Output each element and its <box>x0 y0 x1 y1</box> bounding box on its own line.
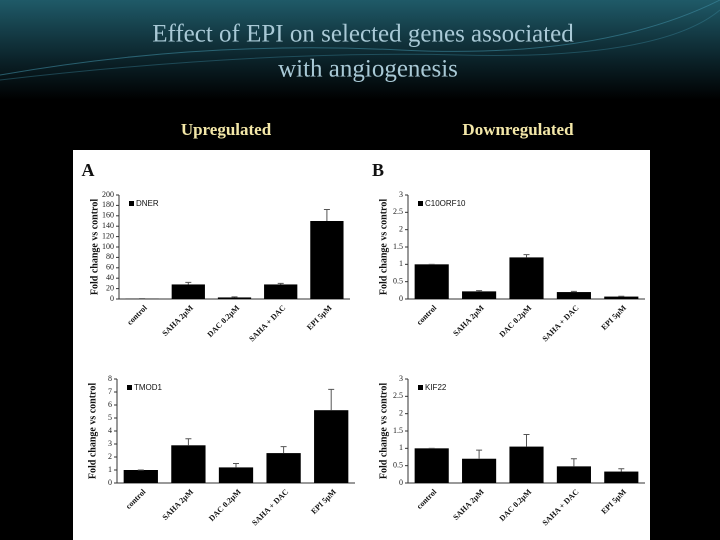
bar <box>123 470 158 483</box>
y-tick-label: 1 <box>108 465 112 474</box>
y-tick-label: 0.5 <box>393 276 403 285</box>
bar <box>556 292 591 299</box>
error-bar <box>570 458 577 467</box>
y-tick-label: 200 <box>102 190 114 199</box>
y-tick-label: 0 <box>399 478 403 487</box>
y-axis-label: Fold change vs control <box>378 383 389 479</box>
legend-label: TMOD1 <box>134 383 163 392</box>
slide-title: with angiogenesis <box>278 56 458 83</box>
y-tick-label: 1.5 <box>393 242 403 251</box>
error-bar <box>476 290 483 292</box>
y-axis-label: Fold change vs control <box>87 383 98 479</box>
y-tick-label: 1 <box>399 443 403 452</box>
error-bar <box>523 433 530 447</box>
bar <box>414 448 449 483</box>
error-bar <box>231 296 238 298</box>
bar <box>171 445 206 483</box>
legend-swatch <box>418 201 423 206</box>
y-tick-label: 2 <box>108 452 112 461</box>
y-axis-label: Fold change vs control <box>378 199 389 295</box>
y-tick-label: 120 <box>102 231 114 240</box>
panel-label: B <box>372 160 384 180</box>
swoosh <box>0 9 720 81</box>
y-tick-label: 0 <box>110 294 114 303</box>
y-tick-label: 4 <box>108 426 112 435</box>
legend-swatch <box>418 385 423 390</box>
y-tick-label: 160 <box>102 211 114 220</box>
bar <box>314 410 349 483</box>
error-bar <box>185 438 192 446</box>
bar <box>462 291 497 299</box>
swoosh <box>0 0 720 76</box>
figure-panel <box>73 150 650 540</box>
bar <box>414 264 449 299</box>
y-tick-label: 0 <box>399 294 403 303</box>
bar <box>310 221 344 299</box>
y-tick-label: 20 <box>106 283 114 292</box>
y-tick-label: 1.5 <box>393 426 403 435</box>
bar <box>604 471 639 483</box>
y-axis-label: Fold change vs control <box>89 199 100 295</box>
y-tick-label: 180 <box>102 200 114 209</box>
y-tick-label: 2 <box>399 408 403 417</box>
y-tick-label: 2 <box>399 224 403 233</box>
y-tick-label: 2.5 <box>393 391 403 400</box>
error-bar <box>277 282 284 285</box>
bar <box>171 284 205 299</box>
y-tick-label: 0 <box>108 478 112 487</box>
legend-label: KIF22 <box>425 383 447 392</box>
y-tick-label: 40 <box>106 273 114 282</box>
error-bar <box>323 209 330 221</box>
error-bar <box>233 463 239 468</box>
y-tick-label: 5 <box>108 413 112 422</box>
y-tick-label: 7 <box>108 387 112 396</box>
bar <box>556 466 591 483</box>
bar <box>509 257 544 299</box>
heading: Downregulated <box>462 120 574 139</box>
bar <box>266 453 301 483</box>
legend-label: C10ORF10 <box>425 199 466 208</box>
legend-swatch <box>127 385 132 390</box>
slide-title: Effect of EPI on selected genes associat… <box>152 21 574 48</box>
y-tick-label: 3 <box>399 374 403 383</box>
y-tick-label: 60 <box>106 263 114 272</box>
error-bar <box>523 254 530 258</box>
y-tick-label: 140 <box>102 221 114 230</box>
y-tick-label: 8 <box>108 374 112 383</box>
bar <box>509 446 544 483</box>
legend-swatch <box>129 201 134 206</box>
bar <box>264 284 298 299</box>
bar <box>217 297 252 299</box>
legend-label: DNER <box>136 199 159 208</box>
y-tick-label: 100 <box>102 242 114 251</box>
panel-label: A <box>82 160 95 180</box>
y-tick-label: 1 <box>399 259 403 268</box>
error-bar <box>185 281 192 285</box>
error-bar <box>476 449 483 459</box>
y-tick-label: 0.5 <box>393 460 403 469</box>
y-tick-label: 2.5 <box>393 207 403 216</box>
heading: Upregulated <box>181 120 272 139</box>
header-band <box>0 0 720 100</box>
y-tick-label: 3 <box>399 190 403 199</box>
y-tick-label: 80 <box>106 252 114 261</box>
error-bar <box>328 388 335 411</box>
bar <box>604 296 639 299</box>
bar <box>218 467 254 483</box>
error-bar <box>618 468 625 472</box>
error-bar <box>570 290 577 293</box>
y-tick-label: 3 <box>108 439 112 448</box>
error-bar <box>280 446 287 454</box>
bar <box>462 458 497 483</box>
y-tick-label: 6 <box>108 400 112 409</box>
